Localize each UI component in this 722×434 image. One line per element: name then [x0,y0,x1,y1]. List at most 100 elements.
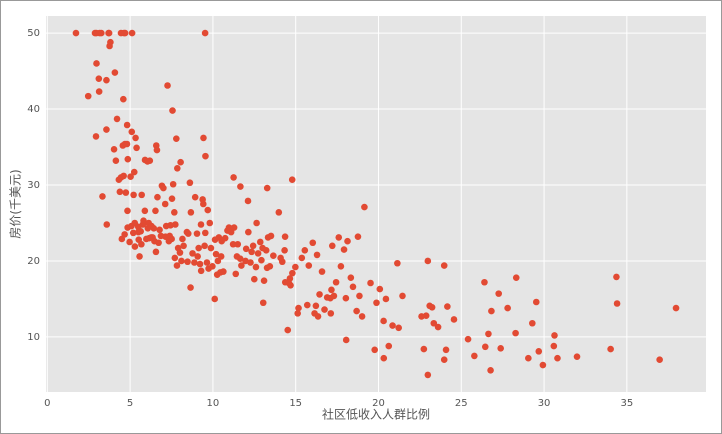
point [92,133,100,140]
point [197,221,205,228]
point [242,245,250,253]
point [256,238,264,246]
y-axis-label: 房价(千美元) [8,169,23,238]
point [201,242,208,250]
point [120,95,127,103]
point [129,229,137,237]
point [187,209,195,216]
point [278,258,286,266]
point [229,240,237,248]
point [344,237,351,245]
point [171,254,179,262]
plot-area [46,16,706,392]
point [237,183,244,190]
point [168,195,176,202]
point [430,319,438,327]
point [121,231,128,238]
point [141,207,149,215]
point [178,257,185,265]
point [124,207,131,215]
point [613,273,620,281]
point [195,244,202,252]
point [202,152,209,160]
point [328,286,335,294]
point [395,324,402,332]
point [206,219,214,227]
point [197,267,205,275]
point [191,193,199,201]
x-tick-label: 20 [372,398,385,409]
point [133,144,140,152]
point [371,346,378,354]
point [573,353,581,360]
point [161,200,169,208]
point [123,140,131,148]
point [236,255,244,262]
point [263,184,271,192]
point [288,176,296,183]
point [313,251,321,259]
point [254,250,262,257]
point [130,191,137,199]
point [512,274,520,281]
point [180,242,187,250]
point [212,250,220,258]
point [217,253,225,260]
point [140,217,147,225]
point [127,173,134,180]
point [177,158,184,166]
point [209,262,216,270]
point [529,319,536,327]
point [173,135,180,142]
point [95,88,103,95]
point [440,262,448,269]
point [189,250,196,257]
point [424,371,432,379]
point [126,238,133,246]
point [262,247,270,254]
point [131,243,139,250]
point [428,304,436,311]
point [442,346,450,354]
point [128,128,136,136]
point [312,302,320,310]
point [130,168,138,176]
point [112,157,120,165]
point [389,322,396,329]
point [186,179,194,187]
point [358,313,366,320]
point [327,310,335,317]
point [342,294,350,302]
point [672,304,680,312]
point [373,299,380,307]
point [184,230,192,237]
point [380,317,387,325]
y-tick-label: 50 [27,28,40,39]
point [266,262,274,270]
point [164,82,171,89]
point [332,278,340,286]
point [128,29,136,37]
point [201,29,209,37]
point [504,304,511,312]
point [464,335,472,343]
point [207,244,215,252]
point [321,306,328,313]
point [356,292,363,300]
point [330,292,338,300]
point [298,254,306,262]
point [314,313,322,320]
points [72,29,680,379]
point [153,146,161,154]
point [200,200,207,208]
point [347,274,355,281]
point [221,234,229,242]
point [122,189,130,196]
point [281,233,289,240]
point [284,326,292,334]
point [309,239,317,247]
point [242,257,249,265]
point [138,240,145,248]
point [512,329,519,337]
point [289,269,296,277]
